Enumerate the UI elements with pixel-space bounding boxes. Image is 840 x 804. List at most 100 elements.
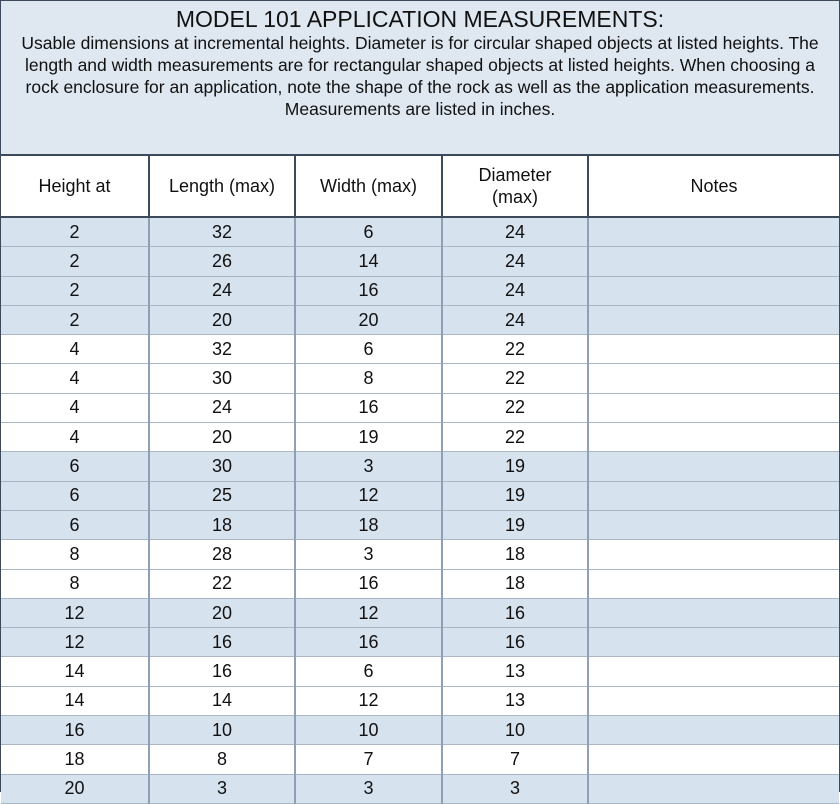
table-row: 16 10 10 10 xyxy=(1,715,839,746)
table-cell: 18 xyxy=(442,539,589,570)
column-header: Height at xyxy=(1,156,150,218)
table-cell: 16 xyxy=(295,627,443,658)
table-cell: 30 xyxy=(149,363,296,394)
table-cell: 22 xyxy=(442,393,589,424)
table-header-row: Height at Length (max) Width (max) Diameter… xyxy=(1,156,839,218)
table-row: 12 20 12 16 xyxy=(1,598,839,629)
table-cell xyxy=(588,422,839,453)
table-row: 12 16 16 16 xyxy=(1,627,839,658)
table-cell: 20 xyxy=(1,774,150,804)
table-cell: 20 xyxy=(295,305,443,336)
table-cell: 8 xyxy=(1,569,150,599)
table-cell: 14 xyxy=(1,656,150,687)
table-cell: 4 xyxy=(1,363,150,394)
table-cell: 24 xyxy=(149,393,296,424)
column-header: Diameter (max) xyxy=(442,156,589,218)
table-cell xyxy=(588,334,839,365)
table-row: 14 14 12 13 xyxy=(1,686,839,717)
table-cell xyxy=(588,627,839,658)
table-cell: 20 xyxy=(149,305,296,336)
table-cell xyxy=(588,393,839,424)
table-cell: 26 xyxy=(149,246,296,277)
table-cell: 8 xyxy=(295,363,443,394)
table-row: 6 30 3 19 xyxy=(1,451,839,482)
table-cell: 22 xyxy=(442,334,589,365)
table-cell: 18 xyxy=(149,510,296,541)
table-cell xyxy=(588,744,839,775)
column-header: Notes xyxy=(588,156,839,218)
table-cell: 14 xyxy=(295,246,443,277)
table-cell: 16 xyxy=(149,656,296,687)
table-row: 4 32 6 22 xyxy=(1,334,839,365)
table-row: 4 30 8 22 xyxy=(1,363,839,394)
table-row: 14 16 6 13 xyxy=(1,656,839,687)
table-cell: 24 xyxy=(442,246,589,277)
table-cell: 8 xyxy=(149,744,296,775)
table-row: 6 18 18 19 xyxy=(1,510,839,541)
table-cell: 6 xyxy=(1,510,150,541)
measurements-table: Height at Length (max) Width (max) Diameter… xyxy=(1,156,839,804)
table-cell: 6 xyxy=(1,481,150,511)
table-cell: 2 xyxy=(1,276,150,306)
table-cell: 12 xyxy=(295,598,443,629)
table-cell: 6 xyxy=(295,217,443,248)
table-row: 20 3 3 3 xyxy=(1,774,839,804)
table-cell xyxy=(588,539,839,570)
table-cell xyxy=(588,656,839,687)
table-cell: 16 xyxy=(295,393,443,424)
table-cell: 24 xyxy=(442,217,589,248)
table-cell: 24 xyxy=(442,276,589,306)
table-row: 4 20 19 22 xyxy=(1,422,839,453)
table-cell: 19 xyxy=(442,510,589,541)
table-cell: 24 xyxy=(149,276,296,306)
table-cell: 4 xyxy=(1,334,150,365)
table-cell: 12 xyxy=(1,598,150,629)
table-cell: 18 xyxy=(1,744,150,775)
table-cell xyxy=(588,481,839,511)
table-cell: 14 xyxy=(1,686,150,717)
table-cell: 14 xyxy=(149,686,296,717)
table-cell: 12 xyxy=(295,481,443,511)
table-cell: 18 xyxy=(295,510,443,541)
table-cell: 18 xyxy=(442,569,589,599)
table-row: 8 28 3 18 xyxy=(1,539,839,570)
table-cell: 28 xyxy=(149,539,296,570)
table-cell xyxy=(588,217,839,248)
table-cell: 22 xyxy=(442,422,589,453)
table-cell: 16 xyxy=(442,598,589,629)
table-cell: 2 xyxy=(1,305,150,336)
table-cell: 20 xyxy=(149,422,296,453)
table-row: 2 24 16 24 xyxy=(1,276,839,306)
table-cell: 3 xyxy=(442,774,589,804)
table-cell: 32 xyxy=(149,217,296,248)
table-cell: 2 xyxy=(1,246,150,277)
table-cell: 20 xyxy=(149,598,296,629)
table-cell: 22 xyxy=(149,569,296,599)
description: Usable dimensions at incremental heights… xyxy=(21,33,819,119)
table-cell: 24 xyxy=(442,305,589,336)
table-row: 18 8 7 7 xyxy=(1,744,839,775)
table-cell: 7 xyxy=(442,744,589,775)
table-cell xyxy=(588,774,839,804)
table-cell: 30 xyxy=(149,451,296,482)
table-cell: 7 xyxy=(295,744,443,775)
table-body: 2 32 6 24 2 26 14 24 2 24 16 24 2 20 20 24 4 32 6 22 4 30 8 22 4… xyxy=(1,217,839,804)
table-cell: 32 xyxy=(149,334,296,365)
table-cell: 13 xyxy=(442,656,589,687)
table-row: 4 24 16 22 xyxy=(1,393,839,424)
table-cell: 3 xyxy=(295,539,443,570)
table-cell: 2 xyxy=(1,217,150,248)
table-cell xyxy=(588,686,839,717)
page-title: MODEL 101 APPLICATION MEASUREMENTS: xyxy=(175,6,665,32)
sheet-header: MODEL 101 APPLICATION MEASUREMENTS: Usab… xyxy=(1,1,839,156)
table-cell: 4 xyxy=(1,422,150,453)
table-cell: 8 xyxy=(1,539,150,570)
table-cell: 12 xyxy=(295,686,443,717)
table-cell xyxy=(588,451,839,482)
column-header: Length (max) xyxy=(149,156,296,218)
table-cell: 3 xyxy=(295,774,443,804)
table-cell: 19 xyxy=(442,451,589,482)
table-cell: 25 xyxy=(149,481,296,511)
table-cell xyxy=(588,715,839,746)
table-cell: 6 xyxy=(295,656,443,687)
